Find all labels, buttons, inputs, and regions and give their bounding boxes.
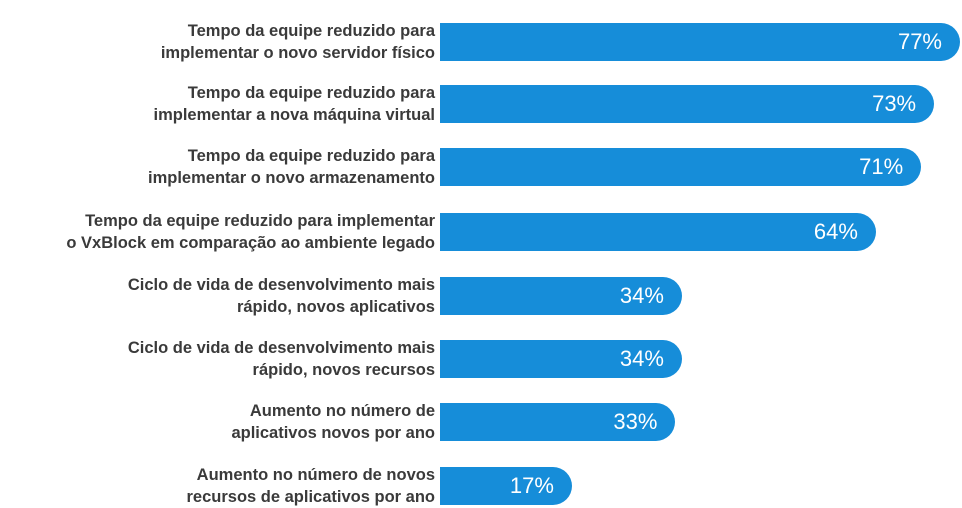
bar <box>440 403 676 441</box>
category-label: Ciclo de vida de desenvolvimento mais rá… <box>127 276 435 316</box>
bar <box>440 148 922 186</box>
value-label: 77% <box>897 29 942 54</box>
bar <box>440 467 572 505</box>
category-label: Tempo da equipe reduzido para implementa… <box>66 212 435 252</box>
category-label: Tempo da equipe reduzido para implementa… <box>153 84 436 124</box>
category-label: Aumento no número de novos recursos de a… <box>186 466 436 506</box>
value-label: 73% <box>872 91 917 116</box>
bar <box>440 277 682 315</box>
category-label: Ciclo de vida de desenvolvimento mais rá… <box>127 339 435 379</box>
value-label: 17% <box>509 473 554 498</box>
bar <box>440 85 935 123</box>
value-label: 33% <box>613 409 658 434</box>
value-label: 34% <box>619 283 664 308</box>
value-label: 64% <box>813 219 858 244</box>
bar <box>440 213 876 251</box>
value-label: 71% <box>859 154 904 179</box>
category-label: Aumento no número de aplicativos novos p… <box>231 402 435 442</box>
category-label: Tempo da equipe reduzido para implementa… <box>160 22 435 62</box>
bar <box>440 340 682 378</box>
category-label: Tempo da equipe reduzido para implementa… <box>148 147 435 187</box>
bar <box>440 23 960 61</box>
value-label: 34% <box>619 346 664 371</box>
